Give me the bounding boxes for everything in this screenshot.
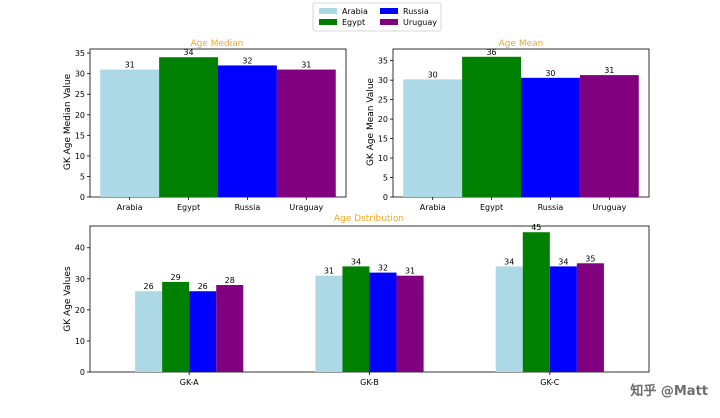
chart-title-age-median: Age Median: [190, 39, 243, 49]
bar-gk-a-arabia: [135, 291, 163, 372]
x-tick-label: GK-A: [180, 378, 199, 387]
data-label-gk-c-uruguay: 35: [585, 254, 595, 263]
bar-arabia: [403, 79, 463, 197]
bar-gk-b-arabia: [315, 275, 343, 372]
y-tick-label: 15: [75, 131, 85, 140]
y-tick-label: 30: [75, 70, 85, 79]
x-tick-label: GK-B: [360, 378, 379, 387]
data-label-gk-b-russia: 32: [378, 264, 388, 273]
chart-title-age-mean: Age Mean: [499, 39, 544, 49]
y-tick-label: 20: [75, 111, 85, 120]
data-label-gk-a-russia: 26: [198, 282, 208, 291]
data-label-gk-c-russia: 34: [558, 257, 568, 266]
data-label-gk-b-egypt: 34: [351, 257, 361, 266]
y-tick-label: 5: [383, 174, 388, 183]
x-tick-label: Arabia: [420, 203, 446, 212]
y-tick-label: 0: [80, 368, 85, 377]
x-tick-label: Arabia: [117, 203, 143, 212]
plot-age-distribution: 0 10 20 30 40 26 29 26 28 GK-A 31 34 32 31 GK-B 34 45 34 3…: [75, 223, 650, 387]
bar-gk-b-egypt: [342, 266, 370, 372]
x-tick-label: Egypt: [177, 203, 200, 212]
y-tick-label: 15: [378, 135, 388, 144]
data-label-gk-a-egypt: 29: [171, 273, 181, 282]
bar-uruguay: [579, 75, 639, 197]
data-label-uraguay: 31: [301, 61, 311, 70]
plot-age-mean: 0 5 10 15 20 25 30 35 30 Arabia 36 Egypt 30 Russia 31 U…: [378, 48, 650, 212]
bar-gk-c-russia: [549, 266, 577, 372]
bar-egypt: [159, 57, 218, 197]
y-tick-label: 35: [75, 49, 85, 58]
watermark-text: 知乎 @Matt: [630, 383, 708, 399]
data-label-egypt: 34: [183, 48, 193, 57]
bar-gk-c-arabia: [495, 266, 523, 372]
bar-gk-a-russia: [189, 291, 217, 372]
x-tick-label: Uraguay: [289, 203, 323, 212]
x-tick-label: Russia: [538, 203, 564, 212]
data-label-gk-c-egypt: 45: [531, 223, 541, 232]
legend-label-egypt: Egypt: [342, 18, 365, 27]
plot-age-median: 0 5 10 15 20 25 30 35 31 Arabia 34 Egypt 32 Russia 31 U…: [75, 48, 347, 212]
bar-arabia: [100, 69, 160, 197]
bar-uraguay: [276, 69, 336, 197]
y-tick-label: 20: [75, 306, 85, 315]
chart-title-age-distribution: Age Dstribution: [334, 214, 404, 224]
data-label-uruguay: 31: [604, 66, 614, 75]
data-label-gk-a-arabia: 26: [144, 282, 154, 291]
data-label-gk-c-arabia: 34: [504, 257, 514, 266]
x-tick-label: Uruguay: [592, 203, 626, 212]
x-tick-label: Egypt: [480, 203, 503, 212]
y-axis-label-age-median: GK Age Median Value: [63, 73, 73, 170]
y-tick-label: 10: [378, 154, 388, 163]
x-tick-label: Russia: [235, 203, 261, 212]
y-tick-label: 0: [80, 193, 85, 202]
legend-label-arabia: Arabia: [342, 7, 368, 16]
data-label-arabia: 30: [428, 70, 438, 79]
legend-frame: [312, 2, 442, 32]
data-label-gk-b-uruguay: 31: [405, 267, 415, 276]
bar-gk-c-uruguay: [576, 263, 604, 372]
y-tick-label: 30: [378, 76, 388, 85]
bar-gk-a-egypt: [162, 281, 190, 372]
bar-gk-a-uruguay: [216, 285, 244, 372]
bar-russia: [521, 77, 580, 197]
x-tick-label: GK-C: [540, 378, 559, 387]
y-tick-label: 25: [378, 96, 388, 105]
y-tick-label: 5: [80, 172, 85, 181]
y-tick-label: 10: [75, 152, 85, 161]
y-axis-label-age-distribution: GK Age Values: [63, 266, 73, 332]
y-tick-label: 0: [383, 193, 388, 202]
bar-gk-b-russia: [369, 272, 397, 372]
bar-egypt: [462, 56, 521, 197]
y-tick-label: 40: [75, 244, 85, 253]
legend-label-uruguay: Uruguay: [403, 18, 437, 27]
y-tick-label: 30: [75, 275, 85, 284]
y-tick-label: 10: [75, 337, 85, 346]
data-label-egypt: 36: [486, 48, 496, 57]
data-label-russia: 32: [242, 56, 252, 65]
y-axis-label-age-mean: GK Age Mean Value: [366, 77, 376, 166]
data-label-gk-b-arabia: 31: [324, 267, 334, 276]
data-label-arabia: 31: [125, 61, 135, 70]
legend-label-russia: Russia: [403, 7, 429, 16]
bar-gk-b-uruguay: [396, 275, 424, 372]
y-tick-label: 25: [75, 90, 85, 99]
data-label-gk-a-uruguay: 28: [225, 276, 235, 285]
y-tick-label: 20: [378, 115, 388, 124]
legend-swatch-arabia: [319, 8, 337, 14]
bar-russia: [218, 65, 277, 197]
legend-swatch-uruguay: [380, 19, 398, 25]
legend-swatch-russia: [380, 8, 398, 14]
legend: Arabia Egypt Russia Uruguay: [312, 2, 442, 32]
legend-swatch-egypt: [319, 19, 337, 25]
data-label-russia: 30: [545, 69, 555, 78]
bar-gk-c-egypt: [522, 232, 550, 372]
y-tick-label: 35: [378, 57, 388, 66]
